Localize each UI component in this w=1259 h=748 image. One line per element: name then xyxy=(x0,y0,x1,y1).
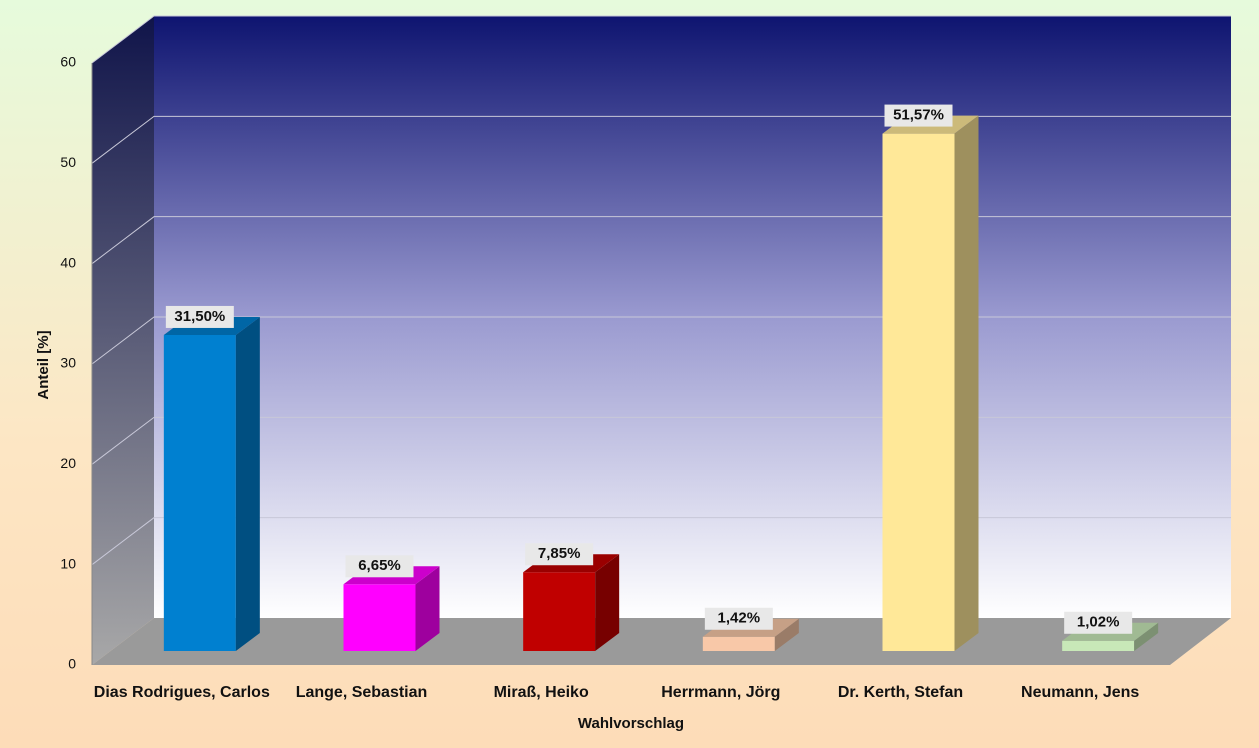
y-tick-label: 60 xyxy=(60,54,76,70)
bar xyxy=(882,133,955,651)
bar xyxy=(702,636,775,651)
value-label: 1,42% xyxy=(718,610,761,627)
x-tick-label: Dr. Kerth, Stefan xyxy=(838,684,963,701)
floor xyxy=(92,618,1231,665)
x-axis-title: Wahlvorschlag xyxy=(578,715,684,732)
y-tick-label: 30 xyxy=(60,355,76,371)
grid-line xyxy=(91,316,1231,365)
value-label: 6,65% xyxy=(358,557,401,574)
x-tick-label: Miraß, Heiko xyxy=(494,684,589,701)
bar xyxy=(343,584,416,651)
bar-side xyxy=(235,316,260,651)
bar-side xyxy=(774,618,799,651)
y-tick-label: 40 xyxy=(60,254,76,270)
grid-line xyxy=(91,416,1231,465)
value-label-box xyxy=(884,104,953,127)
y-axis-title: Anteil [%] xyxy=(35,330,52,399)
grid-line xyxy=(91,15,1231,64)
bar-side xyxy=(1134,622,1159,651)
bar xyxy=(163,334,236,651)
grid-line xyxy=(91,517,1231,566)
y-tick-label: 20 xyxy=(60,455,76,471)
y-tick-label: 10 xyxy=(60,555,76,571)
bar-side xyxy=(595,554,620,651)
grid xyxy=(91,15,1231,665)
bar-side xyxy=(954,115,979,652)
grid-line xyxy=(91,216,1231,265)
value-label: 51,57% xyxy=(893,107,944,124)
bar xyxy=(523,572,596,651)
y-tick-label: 0 xyxy=(68,656,76,672)
value-label: 31,50% xyxy=(174,308,225,325)
value-label-box xyxy=(345,555,414,578)
value-label: 7,85% xyxy=(538,545,581,562)
bars: 31,50% 6,65% 7,85% 1,42% 51,57% 1,02% xyxy=(163,104,1159,652)
value-label: 1,02% xyxy=(1077,614,1120,631)
value-label-box xyxy=(165,305,234,328)
value-label-box xyxy=(1064,611,1133,634)
value-label-box xyxy=(704,607,773,630)
grid-line xyxy=(91,115,1231,164)
x-tick-label: Lange, Sebastian xyxy=(296,684,428,701)
value-label-box xyxy=(525,543,594,566)
y-tick-label: 50 xyxy=(60,154,76,170)
bar xyxy=(1062,640,1135,651)
x-tick-label: Neumann, Jens xyxy=(1021,684,1139,701)
bar-side xyxy=(415,566,440,651)
x-tick-label: Dias Rodrigues, Carlos xyxy=(94,684,270,701)
x-tick-label: Herrmann, Jörg xyxy=(661,684,780,701)
